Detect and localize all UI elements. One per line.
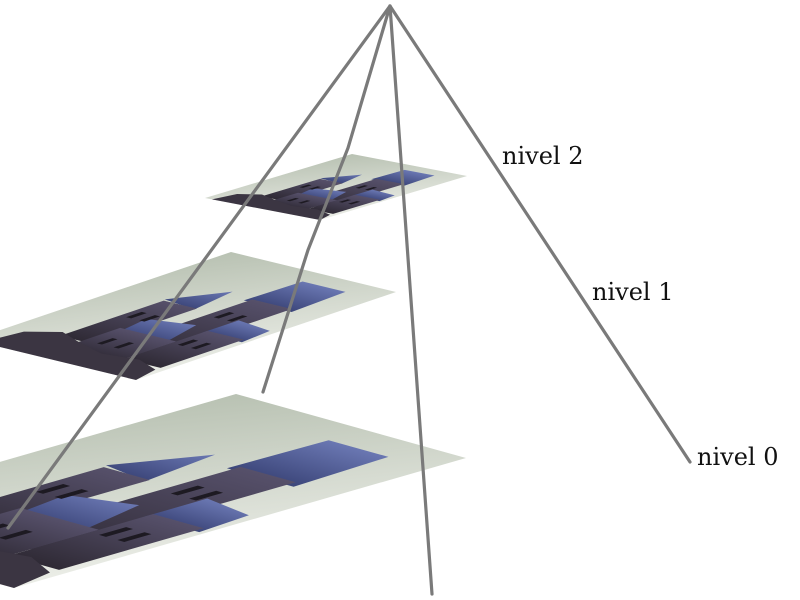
level-0-plane [0,394,466,588]
level-2-label: nivel 2 [502,142,583,170]
level-1-label: nivel 1 [592,278,673,306]
level-2-plane [205,154,467,220]
level-1-plane [0,252,397,380]
level-0-label: nivel 0 [697,443,778,471]
pyramid-edges [6,4,692,596]
